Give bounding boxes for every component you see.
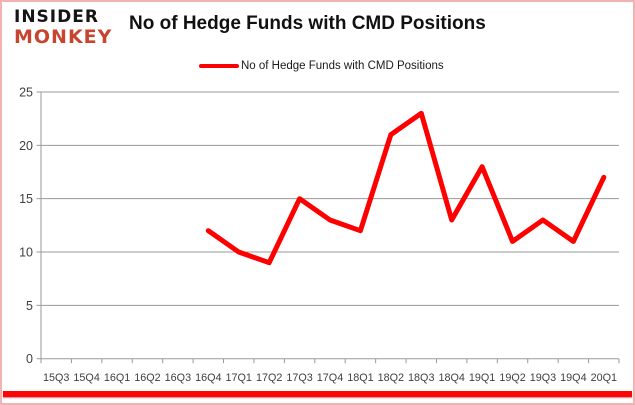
insider-monkey-logo: INSIDER MONKEY	[14, 9, 112, 47]
x-tick-label: 18Q2	[378, 372, 404, 384]
x-tick-label: 20Q1	[591, 372, 617, 384]
x-tick-label: 15Q3	[43, 372, 69, 384]
x-tick-label: 17Q2	[256, 372, 282, 384]
x-tick-label: 17Q4	[317, 372, 343, 384]
y-tick-label: 10	[19, 246, 33, 260]
x-tick-label: 19Q2	[499, 372, 525, 384]
x-tick-label: 16Q1	[104, 372, 130, 384]
y-tick-label: 15	[19, 192, 33, 206]
logo-text-monkey: MONKEY	[14, 26, 113, 48]
legend-label: No of Hedge Funds with CMD Positions	[241, 60, 444, 72]
x-tick-label: 18Q3	[408, 372, 434, 384]
y-tick-label: 0	[26, 352, 33, 366]
y-tick-label: 20	[19, 139, 33, 153]
x-tick-label: 16Q3	[165, 372, 191, 384]
bottom-red-bar	[3, 391, 632, 397]
x-tick-label: 18Q1	[347, 372, 373, 384]
chart-legend: No of Hedge Funds with CMD Positions	[199, 60, 444, 72]
chart-title: No of Hedge Funds with CMD Positions	[129, 13, 486, 34]
x-tick-label: 19Q4	[560, 372, 586, 384]
legend-line-swatch	[199, 64, 239, 68]
logo-text-insider: INSIDER	[14, 7, 99, 27]
x-tick-label: 15Q4	[73, 372, 99, 384]
x-tick-label: 17Q1	[226, 372, 252, 384]
x-tick-label: 19Q3	[530, 372, 556, 384]
x-tick-label: 16Q4	[195, 372, 221, 384]
line-chart-plot: 0 5 10 15 20 25 15Q3 15Q4 16Q1 16Q2 16Q3 16Q4 17Q1 17…	[19, 86, 620, 384]
x-tick-label: 19Q1	[469, 372, 495, 384]
x-tick-label: 18Q4	[438, 372, 464, 384]
y-tick-label: 25	[19, 86, 33, 100]
x-tick-label: 16Q2	[134, 372, 160, 384]
y-tick-label: 5	[26, 299, 33, 313]
x-tick-label: 17Q3	[286, 372, 312, 384]
data-series-line	[205, 110, 607, 266]
